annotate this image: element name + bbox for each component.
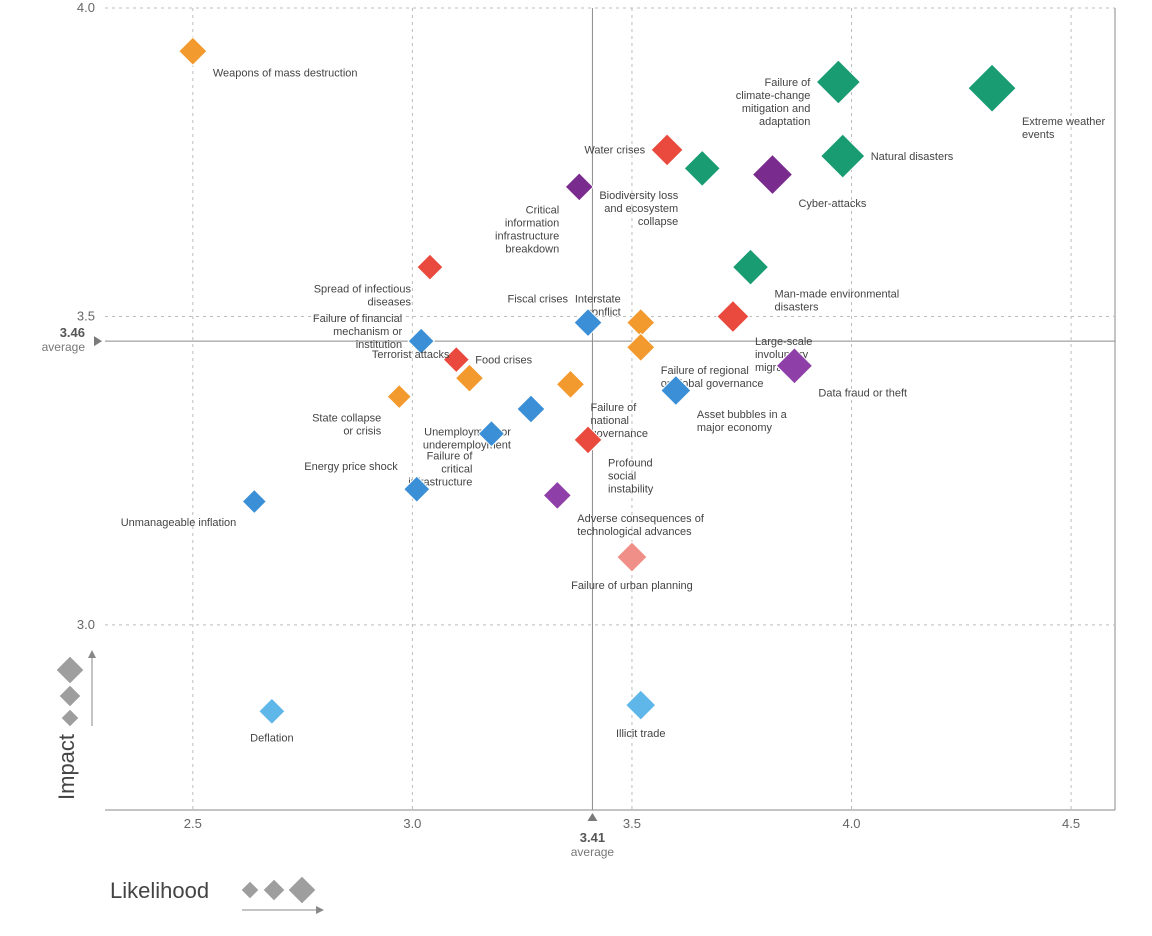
- data-point: Water crises: [584, 134, 683, 166]
- svg-text:3.46: 3.46: [60, 325, 85, 340]
- svg-text:2.5: 2.5: [184, 816, 202, 831]
- data-point: State collapseor crisis: [312, 385, 411, 438]
- data-point-label: Terrorist attacks: [372, 349, 450, 361]
- data-point-label: climate-change: [736, 90, 811, 102]
- data-point-label: and ecosystem: [604, 203, 678, 215]
- data-point-label: Interstate: [575, 294, 621, 306]
- data-point-label: social: [608, 470, 636, 482]
- data-point-label: Large-scale: [755, 336, 812, 348]
- data-point-label: diseases: [368, 297, 412, 309]
- data-point-label: Data fraud or theft: [818, 387, 907, 399]
- data-point: Unemployment orunderemployment: [423, 395, 545, 452]
- data-point: Failure of regionalor global governance: [627, 333, 764, 390]
- data-point: Unmanageable inflation: [121, 490, 267, 530]
- data-point: Illicit trade: [616, 690, 666, 740]
- svg-text:3.0: 3.0: [403, 816, 421, 831]
- data-point-label: Failure of: [427, 450, 474, 462]
- data-point-label: Cyber-attacks: [798, 198, 866, 210]
- data-point-label: or crisis: [343, 425, 381, 437]
- svg-text:4.0: 4.0: [842, 816, 860, 831]
- data-point-label: breakdown: [505, 244, 559, 256]
- data-point: Failure of financialmechanism orinstitut…: [313, 313, 434, 354]
- data-point-label: Extreme weather: [1022, 116, 1105, 128]
- data-point-label: Energy price shock: [304, 461, 398, 473]
- data-point-label: Failure of: [764, 77, 811, 89]
- data-point-label: Asset bubbles in a: [697, 409, 788, 421]
- risk-scatter-chart: 2.53.03.54.04.53.03.54.03.41average3.46a…: [0, 0, 1152, 936]
- data-point-label: collapse: [638, 216, 678, 228]
- y-axis-label: Impact: [54, 734, 79, 800]
- svg-text:3.41: 3.41: [580, 830, 605, 845]
- data-point-label: Weapons of mass destruction: [213, 68, 358, 80]
- data-point-label: instability: [608, 483, 654, 495]
- data-point-label: Natural disasters: [871, 151, 954, 163]
- x-axis-label: Likelihood: [110, 878, 209, 903]
- data-point-label: disasters: [775, 302, 820, 314]
- data-point: Terrorist attacks: [372, 349, 484, 392]
- svg-text:3.0: 3.0: [77, 617, 95, 632]
- svg-text:average: average: [571, 845, 615, 859]
- data-point-label: Failure of urban planning: [571, 580, 693, 592]
- svg-text:4.0: 4.0: [77, 0, 95, 15]
- data-point-label: Critical: [526, 205, 560, 217]
- data-point-label: State collapse: [312, 412, 381, 424]
- data-point-label: Profound: [608, 457, 653, 469]
- data-point-label: Spread of infectious: [314, 284, 412, 296]
- data-point-label: Illicit trade: [616, 728, 666, 740]
- svg-text:4.5: 4.5: [1062, 816, 1080, 831]
- svg-text:average: average: [42, 340, 86, 354]
- data-point-label: Adverse consequences of: [577, 513, 705, 525]
- data-point: Natural disasters: [821, 134, 954, 178]
- data-point: Spread of infectiousdiseases: [314, 254, 443, 309]
- data-point: Energy price shock: [304, 461, 430, 502]
- data-point: Man-made environmentaldisasters: [733, 249, 900, 314]
- data-point: Biodiversity lossand ecosystemcollapse: [599, 150, 720, 228]
- data-point: Criticalinformationinfrastructurebreakdo…: [495, 173, 593, 256]
- data-point-label: Food crises: [475, 354, 532, 366]
- data-point: Failure of urban planning: [571, 542, 693, 592]
- data-point-label: Biodiversity loss: [599, 190, 678, 202]
- data-point: Extreme weatherevents: [968, 64, 1105, 141]
- data-point-label: critical: [441, 463, 472, 475]
- data-point-label: Water crises: [584, 145, 645, 157]
- svg-text:3.5: 3.5: [77, 308, 95, 323]
- data-point-label: mitigation and: [742, 103, 811, 115]
- data-point-label: events: [1022, 129, 1055, 141]
- data-point-label: mechanism or: [333, 326, 402, 338]
- data-point-label: adaptation: [759, 116, 810, 128]
- chart-svg: 2.53.03.54.04.53.03.54.03.41average3.46a…: [0, 0, 1152, 936]
- data-point: Food crises: [443, 347, 532, 373]
- data-point-label: Failure of: [590, 402, 637, 414]
- data-point: Weapons of mass destruction: [179, 37, 358, 79]
- data-point-label: Failure of regional: [661, 365, 749, 377]
- data-point-label: Unmanageable inflation: [121, 517, 237, 529]
- svg-text:3.5: 3.5: [623, 816, 641, 831]
- data-point-label: information: [505, 218, 559, 230]
- data-point: Deflation: [250, 698, 293, 744]
- data-point-label: Deflation: [250, 732, 293, 744]
- data-point-label: major economy: [697, 422, 773, 434]
- data-point-label: Man-made environmental: [775, 289, 900, 301]
- data-point: Failure ofclimate-changemitigation andad…: [736, 60, 861, 128]
- data-point-label: Failure of financial: [313, 313, 402, 325]
- data-point: Failure ofnationalgovernance: [556, 370, 648, 440]
- data-point-label: national: [590, 415, 629, 427]
- data-point-label: infrastructure: [495, 231, 559, 243]
- data-point-label: technological advances: [577, 526, 692, 538]
- data-point: Data fraud or theft: [776, 348, 907, 400]
- data-point-label: Fiscal crises: [508, 294, 569, 306]
